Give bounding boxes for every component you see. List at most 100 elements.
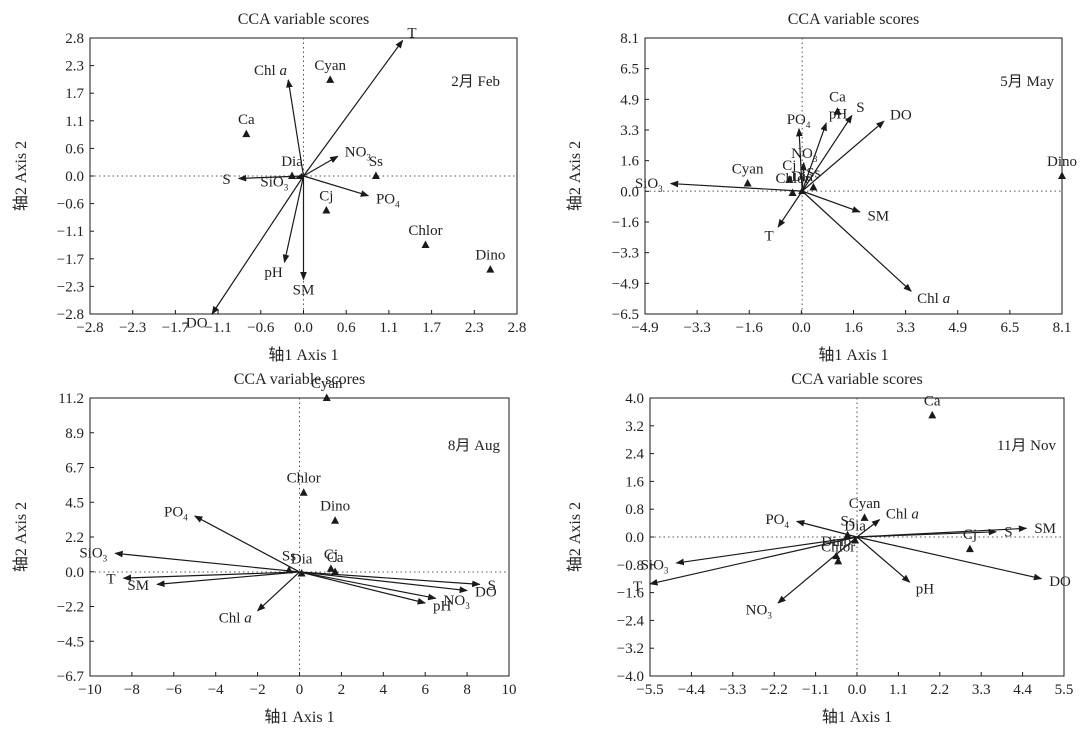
vector-label: NO3 [444,593,471,611]
x-tick-label: 5.5 [1055,682,1074,698]
cca-panel-4: −5.5 −4.4 −3.3 −2.2 −1.1 0.0 1.1 2.2 3.3 4.4 5.5 4.… [566,371,1073,726]
y-tick-label: −1.6 [617,586,645,602]
vector-arrow-no [299,571,437,601]
species-point-dia [297,568,306,577]
vector-label: Chl a [219,611,252,627]
vector-label: SM [293,283,315,299]
vector-label: pH [433,598,452,614]
vector-label: DO [1049,574,1071,590]
x-axis-title: 轴1 Axis 1 [822,708,892,726]
vector-label: SiO3 [641,557,669,575]
vector-arrow-chl [256,571,300,612]
x-tick-label: −5.5 [636,682,663,698]
y-tick-label: −4.9 [612,276,639,292]
vector-arrow-chl [856,519,881,538]
x-tick-label: −2.3 [119,320,146,336]
species-label: Dino [320,499,350,515]
y-tick-label: 4.5 [65,495,84,511]
vector-arrow-po [194,515,300,573]
species-label: Chlor [775,171,809,187]
x-tick-label: 2 [338,682,346,698]
species-point-chlor [299,488,308,496]
x-tick-label: −2.8 [76,320,103,336]
species-label: Dia [281,154,303,170]
y-tick-label: 1.7 [65,86,84,102]
vector-label: pH [916,582,935,598]
vector-arrow-do [211,175,305,315]
panel-title: CCA variable scores [791,371,923,388]
x-axis-title: 轴1 Axis 1 [818,346,888,364]
x-tick-label: 6.5 [1001,320,1020,336]
species-label: Dia [791,169,813,185]
vector-label: DO [186,315,208,331]
species-point-dino [1058,171,1066,179]
y-tick-label: −2.3 [57,279,84,295]
y-tick-label: 2.4 [625,447,644,463]
y-axis-title: 轴2 Axis 2 [566,141,584,211]
vector-arrow-t [122,571,300,582]
species-point-ss [371,171,380,179]
species-point-cyan [322,393,331,401]
species-point-chlor [421,240,430,248]
y-tick-label: 8.1 [620,31,639,47]
species-point-cyan [326,75,335,83]
species-label: Cj [963,527,977,543]
y-tick-label: 1.6 [625,474,644,490]
species-label: Ca [829,90,846,106]
x-tick-label: 0 [296,682,304,698]
vector-label: DO [475,585,497,601]
vector-arrow-sm [801,190,861,213]
species-label: Cyan [314,58,346,74]
species-point-dino [486,265,495,273]
x-tick-label: 0.6 [337,320,356,336]
vector-arrow-do [299,571,468,594]
y-axis-title: 轴2 Axis 2 [12,141,30,211]
y-tick-label: 3.2 [625,419,644,435]
vector-label: T [106,572,115,588]
y-tick-label: −4.0 [617,669,644,685]
vector-label: S [488,578,496,594]
species-label: Ss [840,513,854,529]
x-tick-label: −4.4 [678,682,706,698]
species-point-dino [331,516,340,524]
vector-label: T [633,579,642,595]
x-tick-label: −1.1 [204,320,231,336]
x-tick-label: −0.6 [247,320,275,336]
x-tick-label: −6 [166,682,182,698]
vector-arrow-s [299,571,481,588]
vector-label: SM [127,578,149,594]
vector-arrow-no [799,161,807,192]
x-tick-label: 4 [380,682,388,698]
vector-arrow-t [303,39,404,177]
species-label: Chlor [821,539,855,555]
vector-arrow-t [777,190,803,228]
month-label: 8月 Aug [448,438,501,454]
species-label: Ca [924,393,941,409]
species-point-dia [851,535,860,544]
vector-arrow-ph [801,122,827,192]
vector-arrow-sm [156,571,300,588]
x-tick-label: −1.1 [802,682,829,698]
vector-arrow-ph [299,571,427,605]
species-label: Cyan [311,376,343,392]
y-tick-label: 0.0 [620,184,639,200]
x-tick-label: 1.1 [889,682,908,698]
x-tick-label: 10 [502,682,517,698]
vector-arrow-po [796,127,803,192]
y-tick-label: −2.8 [57,307,84,323]
vector-label: S [856,100,864,116]
vector-label: SiO3 [635,176,663,194]
species-label: Dino [821,534,851,550]
vector-arrow-do [801,120,885,192]
species-point-chlor [834,556,843,565]
vector-label: SM [867,208,889,224]
species-label: Cyan [732,162,764,178]
x-axis-title: 轴1 Axis 1 [264,708,334,726]
species-point-ca [928,410,937,419]
x-tick-label: 1.6 [844,320,863,336]
x-tick-label: 2.2 [930,682,949,698]
species-label: Dia [844,518,866,534]
vector-arrow-no [777,536,858,604]
species-label: Ss [282,548,296,564]
y-tick-label: 0.8 [625,502,644,518]
